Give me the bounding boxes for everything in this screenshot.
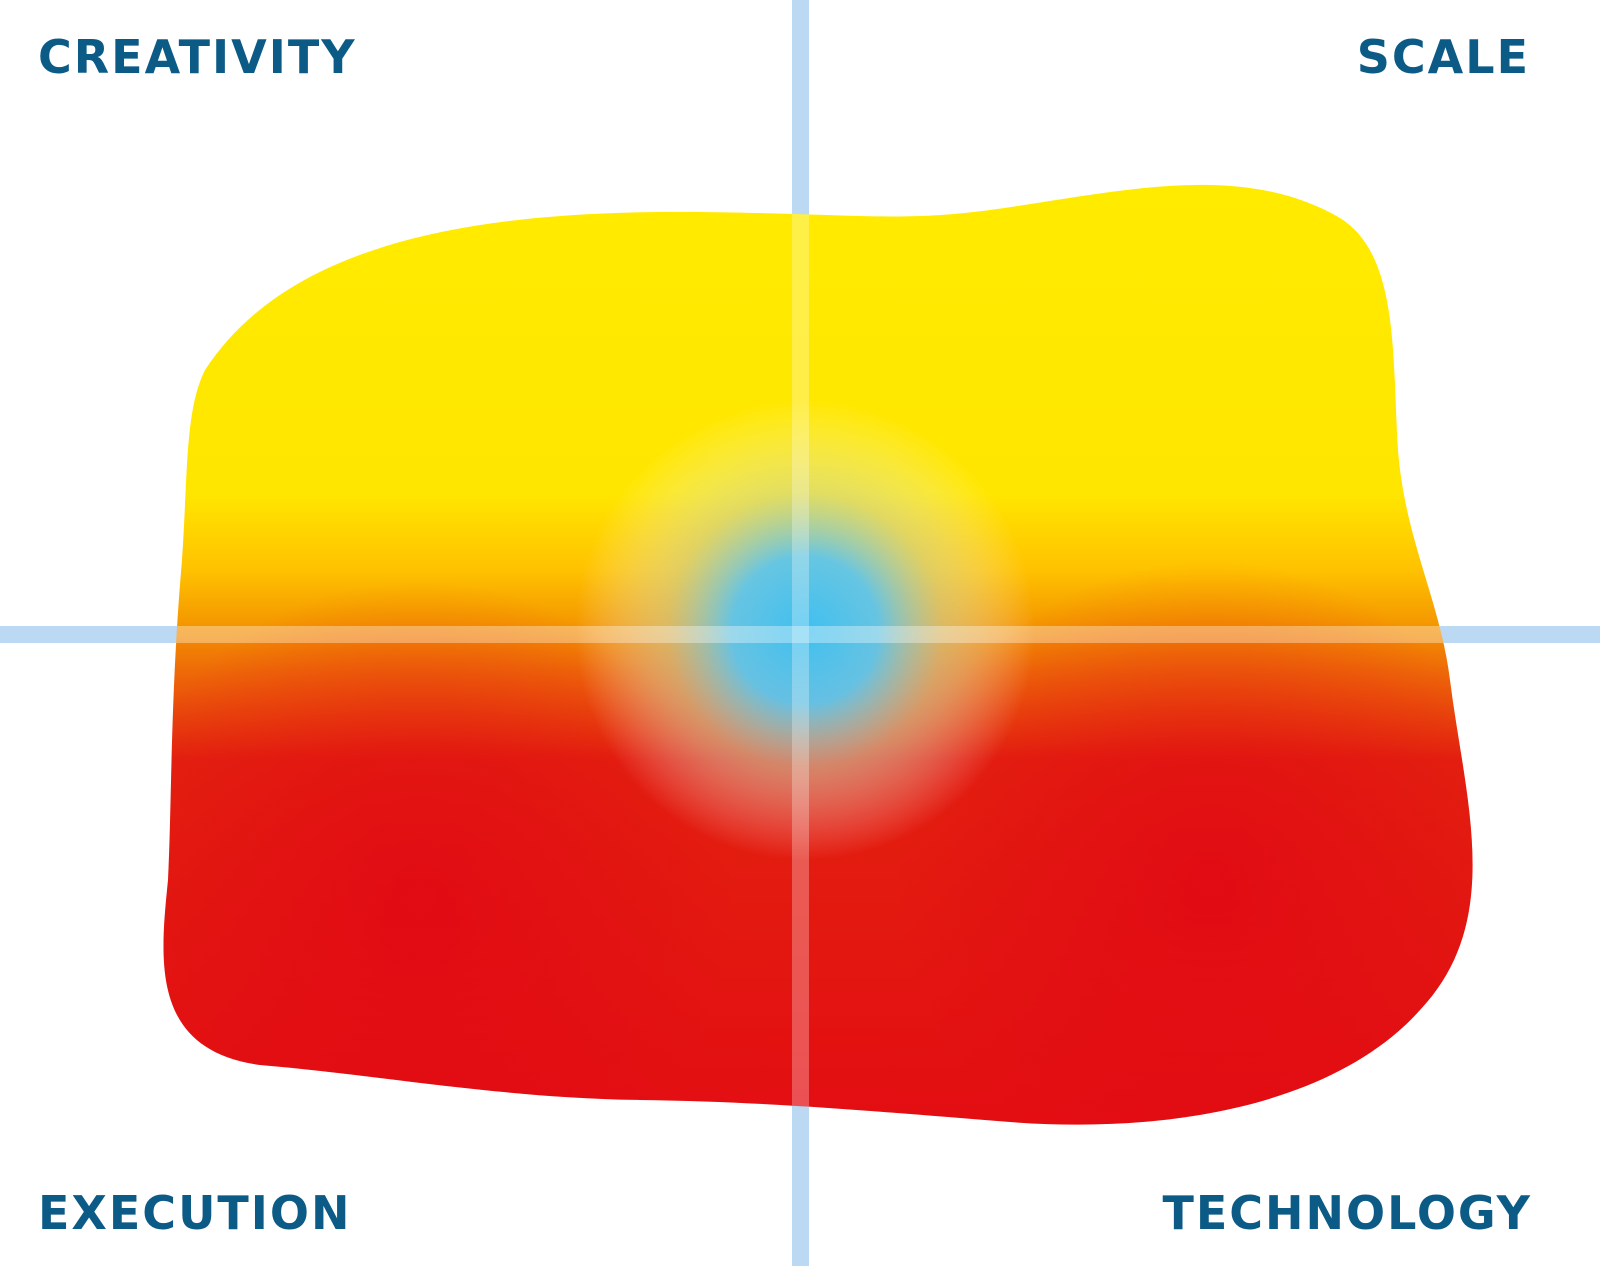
label-technology: TECHNOLOGY [1162,1186,1532,1240]
vertical-axis-overlay [792,184,809,1125]
horizontal-axis-overlay [163,626,1473,643]
label-execution: EXECUTION [38,1186,352,1240]
label-creativity: CREATIVITY [38,30,357,84]
label-scale: SCALE [1356,30,1530,84]
